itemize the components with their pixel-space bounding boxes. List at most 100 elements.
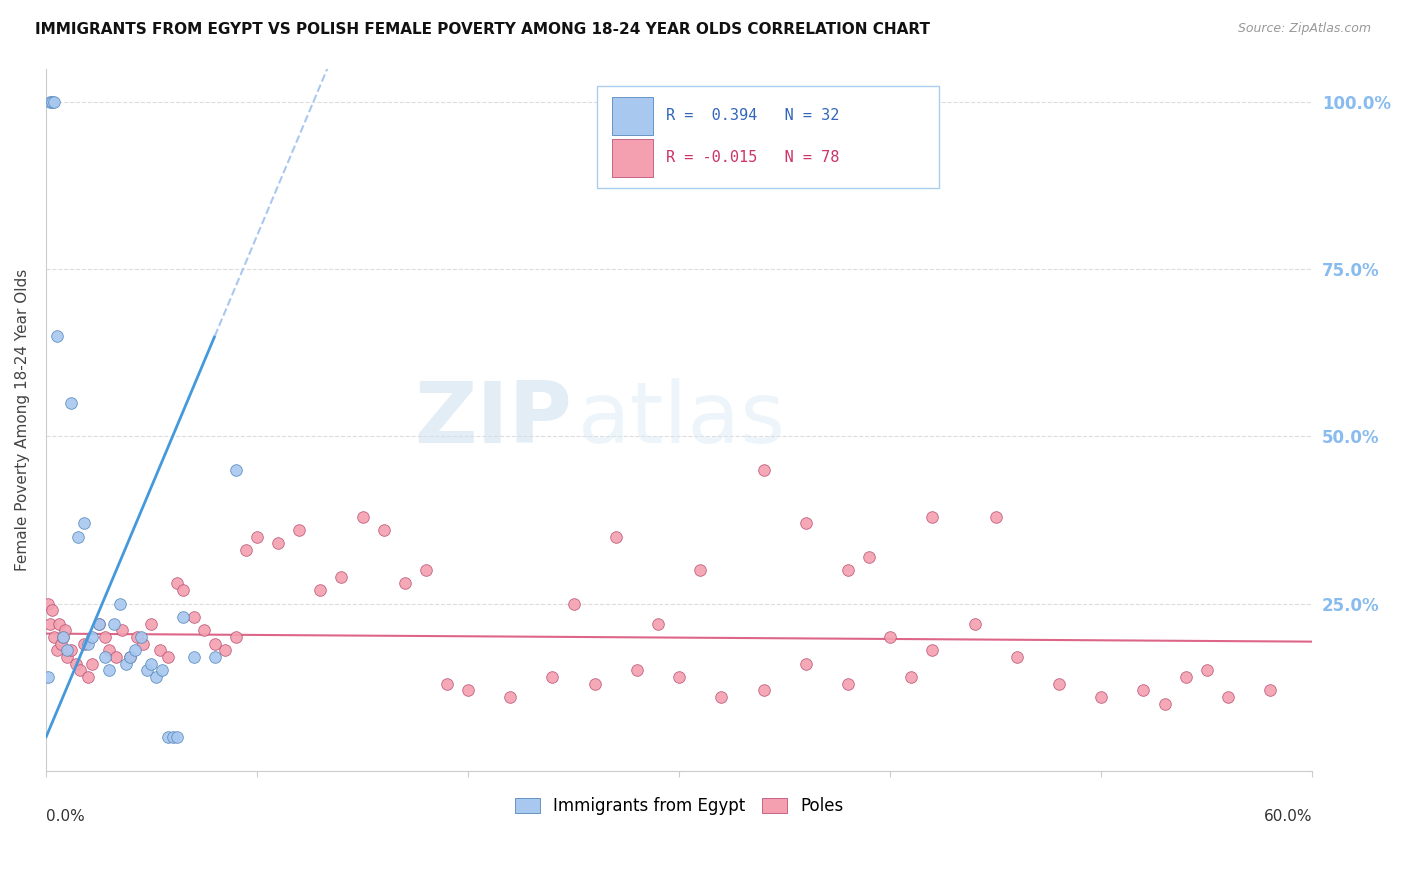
Point <box>124 643 146 657</box>
Point <box>87 616 110 631</box>
Point <box>56 643 79 657</box>
Point <box>1216 690 1239 705</box>
Point <box>69 664 91 678</box>
Point <box>149 643 172 657</box>
Point <box>73 516 96 531</box>
Text: 60.0%: 60.0% <box>1264 809 1312 824</box>
Point <box>44 630 66 644</box>
Point <box>60 643 83 657</box>
Point <box>103 616 125 631</box>
Point <box>1047 677 1070 691</box>
Point <box>48 616 70 631</box>
Text: R =  0.394   N = 32: R = 0.394 N = 32 <box>666 108 839 123</box>
Point <box>52 630 75 644</box>
Legend: Immigrants from Egypt, Poles: Immigrants from Egypt, Poles <box>515 797 844 815</box>
Y-axis label: Female Poverty Among 18-24 Year Olds: Female Poverty Among 18-24 Year Olds <box>15 268 30 571</box>
Point <box>752 683 775 698</box>
Point <box>1258 683 1281 698</box>
Point <box>87 616 110 631</box>
Point <box>37 597 59 611</box>
Text: IMMIGRANTS FROM EGYPT VS POLISH FEMALE POVERTY AMONG 18-24 YEAR OLDS CORRELATION: IMMIGRANTS FROM EGYPT VS POLISH FEMALE P… <box>35 22 931 37</box>
Point <box>225 630 247 644</box>
Point <box>60 396 83 410</box>
Point <box>1174 670 1197 684</box>
Point <box>157 650 180 665</box>
Point <box>129 630 152 644</box>
Text: Source: ZipAtlas.com: Source: ZipAtlas.com <box>1237 22 1371 36</box>
Point <box>120 650 142 665</box>
Point <box>352 509 374 524</box>
Point <box>104 650 127 665</box>
Point <box>77 637 100 651</box>
Text: 0.0%: 0.0% <box>46 809 84 824</box>
Point <box>752 463 775 477</box>
Point <box>225 463 247 477</box>
Point <box>900 670 922 684</box>
Point <box>141 616 163 631</box>
Point <box>1195 664 1218 678</box>
Point <box>49 637 72 651</box>
Point <box>172 583 194 598</box>
Point <box>157 731 180 745</box>
Point <box>183 610 205 624</box>
Point <box>94 650 117 665</box>
Point <box>373 523 395 537</box>
Text: R = -0.015   N = 78: R = -0.015 N = 78 <box>666 150 839 165</box>
Point <box>183 650 205 665</box>
Point <box>120 650 142 665</box>
Point <box>145 670 167 684</box>
Point <box>499 690 522 705</box>
Bar <box>596 86 939 188</box>
Point <box>98 664 121 678</box>
Point <box>41 603 63 617</box>
Point <box>984 509 1007 524</box>
Point <box>562 597 585 611</box>
Point <box>267 536 290 550</box>
Point <box>56 650 79 665</box>
Point <box>1132 683 1154 698</box>
Point <box>136 664 159 678</box>
Point <box>125 630 148 644</box>
Point <box>457 683 479 698</box>
Point <box>394 576 416 591</box>
Point <box>39 616 62 631</box>
Point <box>235 543 257 558</box>
Text: atlas: atlas <box>578 378 786 461</box>
Point <box>837 563 859 577</box>
Point <box>166 731 188 745</box>
Point <box>52 630 75 644</box>
Point <box>436 677 458 691</box>
Point <box>53 624 76 638</box>
Point <box>1153 697 1175 711</box>
Point <box>541 670 564 684</box>
Point <box>166 576 188 591</box>
Point <box>98 643 121 657</box>
Point <box>115 657 138 671</box>
Point <box>44 95 66 109</box>
Point <box>794 516 817 531</box>
Point <box>45 329 67 343</box>
Point <box>162 731 184 745</box>
Point <box>73 637 96 651</box>
Point <box>214 643 236 657</box>
Point <box>150 664 173 678</box>
Point <box>415 563 437 577</box>
Point <box>45 643 67 657</box>
Point <box>111 624 134 638</box>
Point <box>108 597 131 611</box>
Point <box>858 549 880 564</box>
Point <box>193 624 215 638</box>
Point <box>921 509 943 524</box>
Point <box>330 570 353 584</box>
Point <box>605 530 627 544</box>
Point <box>879 630 901 644</box>
Point <box>309 583 332 598</box>
Point <box>963 616 986 631</box>
Point <box>94 630 117 644</box>
Point <box>82 657 104 671</box>
Bar <box>612 139 652 178</box>
Point <box>65 657 87 671</box>
Point <box>837 677 859 691</box>
Point <box>246 530 269 544</box>
Point <box>794 657 817 671</box>
